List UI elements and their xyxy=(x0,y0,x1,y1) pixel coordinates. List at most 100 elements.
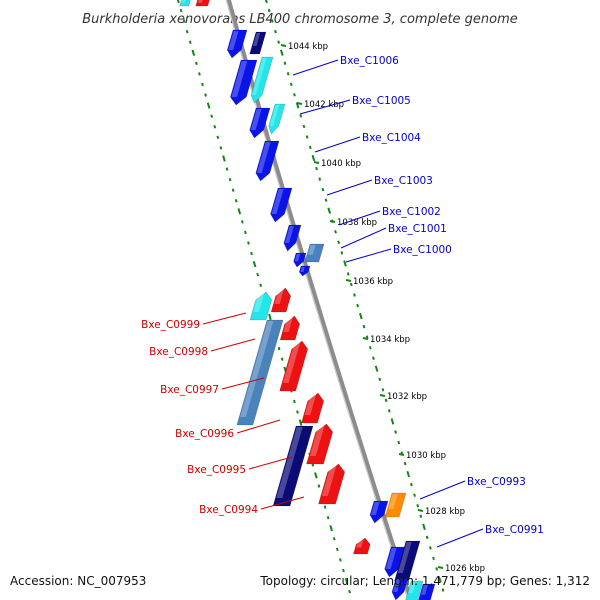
gene-cds[interactable] xyxy=(390,577,409,600)
gene-cds[interactable] xyxy=(368,500,389,524)
gene-cds[interactable] xyxy=(417,583,436,600)
gene-label-bxe_c0991[interactable]: Bxe_C0991 xyxy=(436,524,544,548)
gene-cds[interactable] xyxy=(249,56,274,104)
gene-label-bxe_c0995[interactable]: Bxe_C0995 xyxy=(187,456,293,476)
kbp-scale-labels: 1044 kbp 1042 kbp 1040 kbp 1038 kbp 1036 kbp… xyxy=(280,42,485,574)
gene-cds[interactable] xyxy=(266,103,286,135)
gene-cds[interactable] xyxy=(306,423,335,465)
svg-text:Bxe_C1001[interactable]: Bxe_C1001 xyxy=(388,223,447,235)
gene-label-bxe_c0996[interactable]: Bxe_C0996 xyxy=(175,419,281,440)
minor-tick xyxy=(435,567,439,571)
svg-text:Bxe_C0995[interactable]: Bxe_C0995 xyxy=(187,464,246,476)
kbp-marker: 1040 kbp xyxy=(313,159,361,169)
major-tick xyxy=(311,154,316,162)
major-tick xyxy=(343,260,347,267)
svg-text:Bxe_C1002[interactable]: Bxe_C1002 xyxy=(382,206,441,218)
minor-tick xyxy=(185,29,189,34)
minor-tick xyxy=(384,398,388,403)
gene-cds[interactable] xyxy=(236,319,284,426)
gene-cds[interactable] xyxy=(404,580,424,600)
gene-cds[interactable] xyxy=(270,287,293,313)
gene-label-bxe_c0998[interactable]: Bxe_C0998 xyxy=(149,338,256,358)
gene-cds[interactable] xyxy=(318,463,347,505)
minor-tick xyxy=(216,135,220,140)
gene-cds[interactable] xyxy=(195,0,211,7)
svg-text:Bxe_C0996[interactable]: Bxe_C0996 xyxy=(175,428,234,440)
minor-tick xyxy=(293,399,296,404)
svg-text:Bxe_C0991[interactable]: Bxe_C0991 xyxy=(485,524,544,536)
minor-tick xyxy=(332,537,336,541)
gene-label-bxe_c1006[interactable]: Bxe_C1006 xyxy=(292,55,399,76)
gene-cds[interactable] xyxy=(394,540,421,582)
minor-tick xyxy=(340,251,344,255)
gene-cds[interactable] xyxy=(268,187,293,223)
gene-cds[interactable] xyxy=(249,31,267,55)
kbp-marker: 1038 kbp xyxy=(329,218,377,228)
minor-tick xyxy=(274,29,277,34)
gene-label-bxe_c1004[interactable]: Bxe_C1004 xyxy=(314,132,421,153)
minor-tick xyxy=(321,187,325,192)
minor-tick xyxy=(308,145,312,150)
minor-tick xyxy=(403,461,407,466)
minor-tick xyxy=(280,357,284,361)
gene-cds[interactable] xyxy=(225,29,248,59)
major-tick xyxy=(406,470,411,478)
minor-tick xyxy=(289,82,293,87)
svg-text:Bxe_C0997[interactable]: Bxe_C0997 xyxy=(160,384,219,396)
minor-tick xyxy=(335,547,339,552)
gene-cds[interactable] xyxy=(301,392,326,424)
minor-tick xyxy=(318,177,322,181)
kbp-marker: 1032 kbp xyxy=(379,392,427,402)
svg-text:Bxe_C1004[interactable]: Bxe_C1004 xyxy=(362,132,421,144)
kbp-marker: 1028 kbp xyxy=(417,507,465,517)
svg-text:Bxe_C0998[interactable]: Bxe_C0998 xyxy=(149,346,208,358)
svg-text:Bxe_C1000[interactable]: Bxe_C1000 xyxy=(393,244,452,256)
minor-tick xyxy=(201,82,204,87)
gene-cds[interactable] xyxy=(353,537,372,555)
gene-cds[interactable] xyxy=(382,546,406,578)
minor-tick xyxy=(259,283,263,287)
gene-label-bxe_c1005[interactable]: Bxe_C1005 xyxy=(299,95,411,115)
gene-cds[interactable] xyxy=(179,0,192,7)
gene-cds[interactable] xyxy=(298,265,311,277)
minor-tick xyxy=(419,514,423,518)
gene-cds[interactable] xyxy=(272,425,314,507)
gene-cds[interactable] xyxy=(279,315,302,341)
minor-tick xyxy=(296,410,299,414)
minor-tick xyxy=(416,504,420,508)
gene-label-bxe_c1000[interactable]: Bxe_C1000 xyxy=(345,244,452,263)
svg-text:Bxe_C0999[interactable]: Bxe_C0999 xyxy=(141,319,200,331)
minor-tick xyxy=(349,282,353,287)
gene-cds[interactable] xyxy=(384,492,407,518)
major-tick xyxy=(191,49,196,56)
minor-tick xyxy=(302,124,306,129)
gene-label-bxe_c0994[interactable]: Bxe_C0994 xyxy=(199,496,305,516)
major-tick xyxy=(279,49,284,56)
gene-cds[interactable] xyxy=(304,243,325,263)
gene-label-bxe_c0997[interactable]: Bxe_C0997 xyxy=(160,377,265,396)
kbp-marker: 1034 kbp xyxy=(362,335,410,345)
minor-tick xyxy=(299,114,303,118)
svg-text:Bxe_C1006[interactable]: Bxe_C1006 xyxy=(340,55,399,67)
gene-cds[interactable] xyxy=(254,140,280,182)
gene-label-bxe_c0993[interactable]: Bxe_C0993 xyxy=(419,476,526,500)
minor-tick xyxy=(195,61,198,66)
gene-cds[interactable] xyxy=(247,107,271,139)
gene-cds[interactable] xyxy=(228,59,258,106)
svg-text:Bxe_C1005[interactable]: Bxe_C1005 xyxy=(352,95,411,107)
gene-label-bxe_c1002[interactable]: Bxe_C1002 xyxy=(338,206,441,226)
topology-text: Topology: circular; Length: 1,471,779 bp… xyxy=(259,574,590,588)
gene-cds[interactable] xyxy=(292,252,307,268)
right-tick-ruler xyxy=(264,0,445,592)
gene-cds[interactable] xyxy=(282,224,302,252)
minor-tick xyxy=(346,272,350,276)
gene-cds[interactable] xyxy=(249,291,274,321)
gene-label-bxe_c1001[interactable]: Bxe_C1001 xyxy=(340,223,447,249)
svg-text:Bxe_C0993[interactable]: Bxe_C0993 xyxy=(467,476,526,488)
gene-cds[interactable] xyxy=(279,340,310,392)
svg-text:Bxe_C0994[interactable]: Bxe_C0994 xyxy=(199,504,258,516)
gene-label-bxe_c1003[interactable]: Bxe_C1003 xyxy=(326,175,433,196)
minor-tick xyxy=(240,220,244,224)
svg-text:Bxe_C1003[interactable]: Bxe_C1003 xyxy=(374,175,433,187)
gene-label-bxe_c0999[interactable]: Bxe_C0999 xyxy=(141,312,247,331)
